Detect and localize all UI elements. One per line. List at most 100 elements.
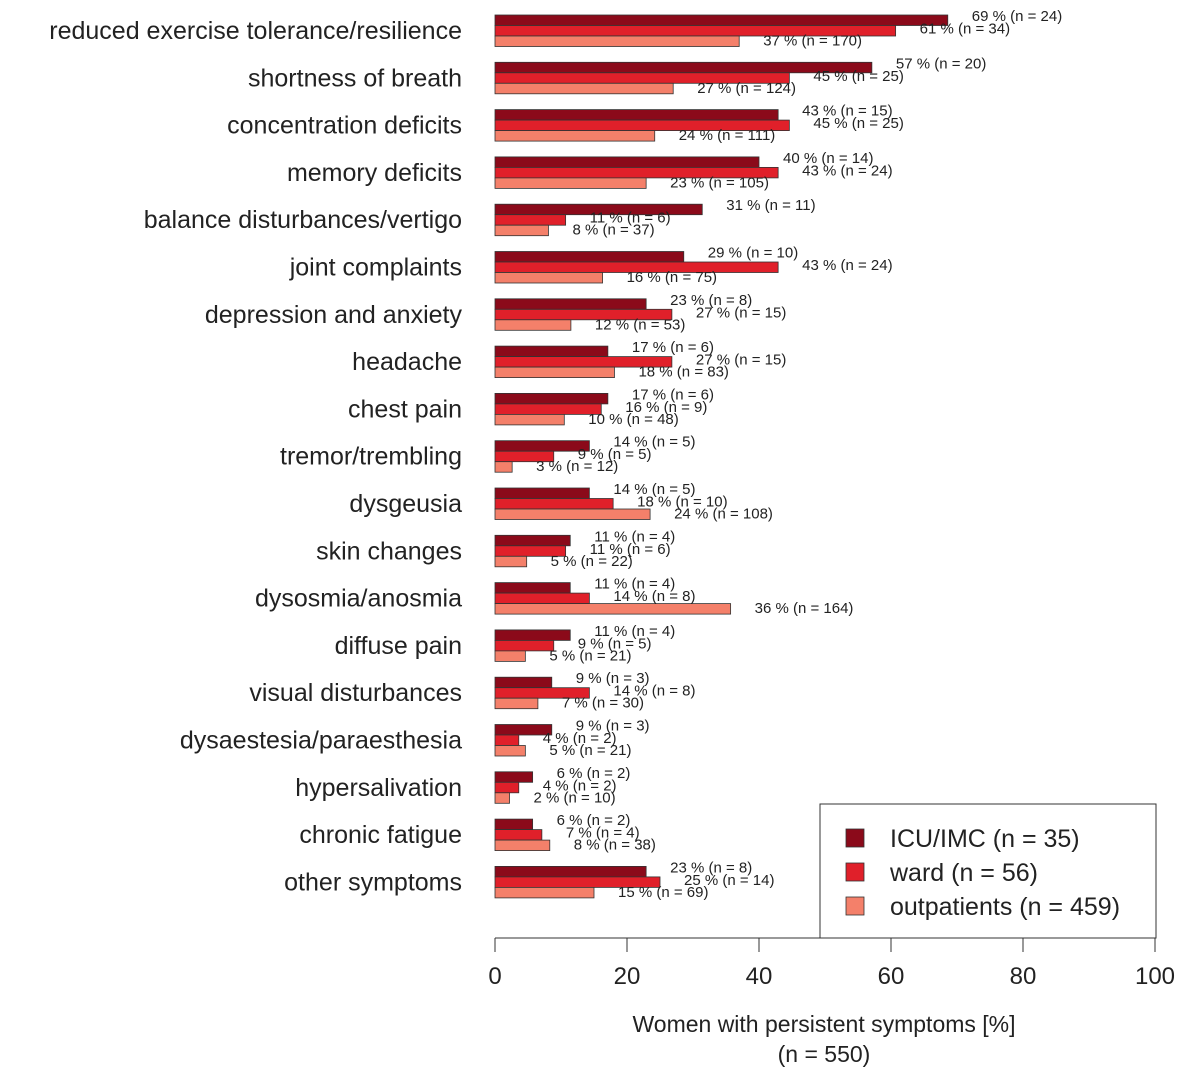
bar (494, 676, 553, 689)
category-label: depression and anxiety (205, 301, 463, 329)
bar (494, 603, 732, 615)
data-label: 8 % (n = 37) (572, 222, 654, 239)
bar (494, 771, 534, 783)
x-tick-label: 100 (1135, 963, 1175, 990)
legend-swatch (845, 828, 865, 848)
bar (494, 130, 656, 142)
bar (494, 724, 553, 736)
bar (494, 818, 534, 830)
bar (494, 555, 528, 568)
category-label: diffuse pain (335, 632, 462, 660)
data-label: 7 % (n = 4) (566, 825, 640, 842)
bar (494, 697, 539, 710)
bar (494, 650, 526, 662)
bar (494, 687, 590, 699)
data-label: 9 % (n = 3) (576, 718, 650, 735)
category-label: dysaestesia/paraesthesia (180, 727, 462, 755)
bar (494, 745, 526, 757)
bar (494, 177, 647, 189)
legend-swatch (845, 862, 865, 882)
bar (494, 413, 565, 426)
bar (494, 508, 651, 520)
category-label: hypersalivation (295, 774, 462, 802)
data-label: 14 % (n = 5) (613, 434, 695, 451)
bar (494, 498, 614, 510)
category-label: joint complaints (289, 254, 462, 282)
bar (494, 592, 590, 604)
legend-entry: ICU/IMC (n = 35) (890, 825, 1080, 853)
data-label: 16 % (n = 75) (627, 269, 717, 286)
data-label: 2 % (n = 10) (534, 789, 616, 806)
data-label: 27 % (n = 15) (696, 352, 786, 369)
bar (494, 461, 513, 473)
category-label: reduced exercise tolerance/resilience (49, 17, 462, 45)
data-label: 9 % (n = 5) (578, 635, 652, 652)
category-label: memory deficits (287, 159, 462, 187)
data-label: 43 % (n = 15) (802, 103, 892, 120)
data-label: 18 % (n = 83) (638, 364, 728, 381)
data-label: 27 % (n = 15) (696, 304, 786, 321)
bar (494, 734, 520, 746)
data-label: 12 % (n = 53) (595, 316, 685, 333)
data-label: 29 % (n = 10) (708, 245, 798, 262)
data-label: 8 % (n = 38) (574, 837, 656, 854)
data-label: 37 % (n = 170) (763, 33, 862, 50)
bar (494, 582, 571, 594)
data-label: 14 % (n = 5) (613, 481, 695, 498)
data-label: 5 % (n = 21) (549, 647, 631, 664)
category-label: visual disturbances (249, 679, 462, 707)
x-tick-label: 20 (614, 963, 641, 990)
category-label: tremor/trembling (280, 443, 462, 471)
data-label: 11 % (n = 4) (594, 623, 675, 640)
legend-swatch (845, 896, 865, 916)
bar (494, 261, 779, 273)
x-tick-label: 80 (1010, 963, 1037, 990)
data-label: 45 % (n = 25) (813, 115, 903, 132)
x-axis-title: Women with persistent symptoms [%] (632, 1011, 1015, 1037)
x-axis: 0 20 40 60 80 100 (488, 937, 1175, 990)
bar (494, 545, 567, 557)
data-label: 61 % (n = 34) (920, 21, 1010, 38)
data-label: 43 % (n = 24) (802, 257, 892, 274)
data-label: 43 % (n = 24) (802, 162, 892, 179)
category-label: shortness of breath (248, 64, 462, 92)
legend-entry: outpatients (n = 459) (890, 893, 1120, 921)
bar (494, 450, 555, 463)
data-label: 14 % (n = 8) (613, 683, 695, 700)
legend-box (819, 803, 1157, 939)
bar (494, 781, 520, 794)
bar (494, 156, 760, 168)
x-tick-label: 60 (878, 963, 905, 990)
data-label: 17 % (n = 6) (632, 386, 714, 403)
data-label: 5 % (n = 21) (549, 742, 631, 759)
data-label: 14 % (n = 8) (613, 588, 695, 605)
category-label: dysosmia/anosmia (255, 585, 462, 613)
bar (494, 440, 590, 452)
category-label: skin changes (316, 537, 462, 565)
bar (494, 272, 603, 284)
data-label: 15 % (n = 69) (618, 884, 708, 901)
data-label: 16 % (n = 9) (625, 399, 707, 416)
bar (494, 887, 595, 899)
bar (494, 35, 740, 47)
data-label: 9 % (n = 3) (576, 670, 650, 687)
data-label: 5 % (n = 22) (551, 553, 633, 570)
data-label: 11 % (n = 6) (590, 210, 671, 227)
data-label: 36 % (n = 164) (755, 600, 854, 617)
bar (494, 534, 571, 547)
data-label: 3 % (n = 12) (536, 458, 618, 475)
bar (494, 203, 703, 216)
data-label: 69 % (n = 24) (972, 8, 1062, 25)
data-label: 4 % (n = 2) (543, 777, 617, 794)
bar (494, 319, 572, 331)
bar (494, 839, 551, 851)
data-label: 24 % (n = 108) (674, 506, 773, 523)
data-label: 40 % (n = 14) (783, 150, 873, 167)
data-label: 27 % (n = 124) (697, 80, 796, 97)
data-label: 25 % (n = 14) (684, 872, 774, 889)
data-label: 11 % (n = 4) (594, 528, 675, 545)
category-label: balance disturbances/vertigo (144, 206, 462, 234)
data-label: 18 % (n = 10) (637, 494, 727, 511)
data-label: 11 % (n = 4) (594, 576, 675, 593)
data-label: 24 % (n = 111) (679, 127, 776, 144)
